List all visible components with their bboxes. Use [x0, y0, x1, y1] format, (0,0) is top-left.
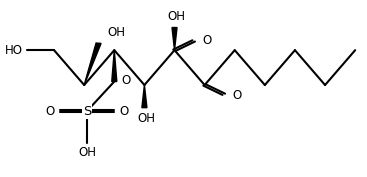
Polygon shape: [172, 27, 177, 50]
Text: O: O: [203, 33, 212, 47]
Polygon shape: [142, 85, 147, 108]
Text: OH: OH: [78, 146, 96, 159]
Text: O: O: [120, 105, 129, 118]
Text: O: O: [45, 105, 54, 118]
Polygon shape: [112, 50, 117, 82]
Polygon shape: [84, 43, 101, 85]
Text: HO: HO: [5, 44, 23, 57]
Text: S: S: [83, 105, 91, 118]
Text: OH: OH: [137, 112, 155, 125]
Text: OH: OH: [108, 26, 126, 39]
Text: O: O: [233, 89, 242, 102]
Text: OH: OH: [167, 10, 185, 23]
Text: O: O: [121, 74, 131, 87]
